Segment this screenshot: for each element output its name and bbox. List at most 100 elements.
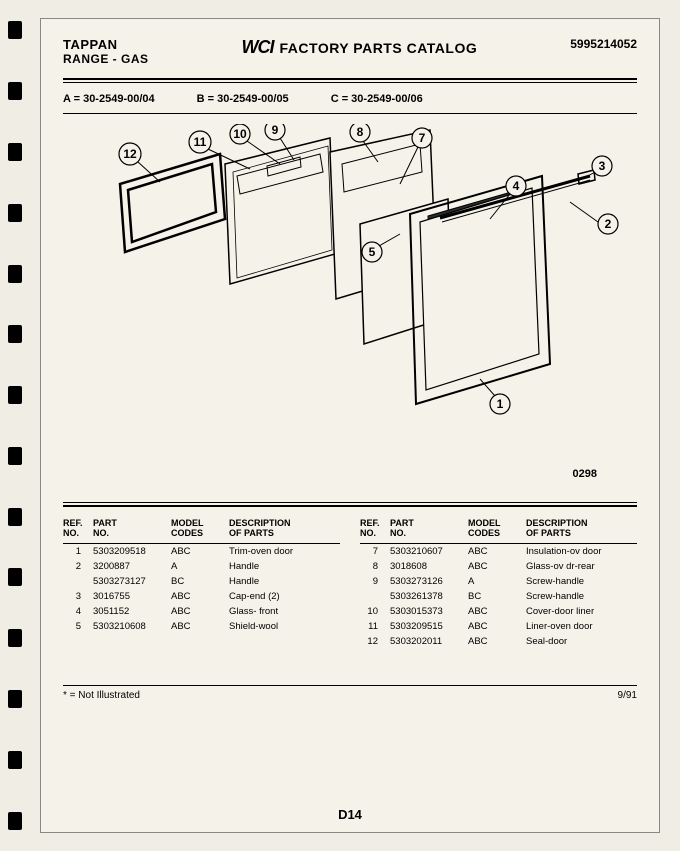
cell-part: 5303273127: [93, 576, 171, 587]
parts-col-left: REF. NO. PART NO. MODEL CODES DESCRIPTIO…: [63, 513, 340, 649]
cell-model: BC: [171, 576, 229, 587]
cell-part: 5303210608: [93, 621, 171, 632]
model-b: B = 30-2549-00/05: [197, 93, 289, 105]
callout-12: 12: [123, 147, 137, 161]
footnote: * = Not Illustrated: [63, 690, 140, 701]
hdr-desc: DESCRIPTION OF PARTS: [229, 519, 340, 539]
cell-part: 3018608: [390, 561, 468, 572]
cell-model: ABC: [171, 606, 229, 617]
cell-model: ABC: [468, 561, 526, 572]
table-row: 15303209518ABCTrim-oven door: [63, 544, 340, 559]
cell-part: 5303261378: [390, 591, 468, 602]
callout-3: 3: [599, 159, 606, 173]
page-header: TAPPAN RANGE - GAS WCI FACTORY PARTS CAT…: [63, 37, 637, 72]
callout-5: 5: [369, 245, 376, 259]
col-header-right: REF. NO. PART NO. MODEL CODES DESCRIPTIO…: [360, 513, 637, 544]
cell-ref: 8: [360, 561, 390, 572]
table-row: 55303210608ABCShield-wool: [63, 619, 340, 634]
callout-2: 2: [605, 217, 612, 231]
cell-part: 3200887: [93, 561, 171, 572]
film-sprocket-edge: [8, 0, 28, 851]
cell-ref: [360, 591, 390, 602]
cell-model: ABC: [171, 546, 229, 557]
cell-desc: Cap-end (2): [229, 591, 340, 602]
cell-part: 3016755: [93, 591, 171, 602]
page-number: D14: [41, 807, 659, 822]
table-row: 23200887AHandle: [63, 559, 340, 574]
table-row: 43051152ABCGlass- front: [63, 604, 340, 619]
brand-name: TAPPAN: [63, 37, 149, 52]
table-row: 115303209515ABCLiner-oven door: [360, 619, 637, 634]
cell-ref: 7: [360, 546, 390, 557]
cell-desc: Trim-oven door: [229, 546, 340, 557]
callout-10: 10: [233, 127, 247, 141]
parts-col-right: REF. NO. PART NO. MODEL CODES DESCRIPTIO…: [360, 513, 637, 649]
cell-ref: 12: [360, 636, 390, 647]
page-footer: * = Not Illustrated 9/91: [63, 685, 637, 701]
table-row: 83018608ABCGlass-ov dr-rear: [360, 559, 637, 574]
cell-model: ABC: [468, 606, 526, 617]
cell-ref: 11: [360, 621, 390, 632]
catalog-page: TAPPAN RANGE - GAS WCI FACTORY PARTS CAT…: [40, 18, 660, 833]
cell-desc: Glass-ov dr-rear: [526, 561, 637, 572]
cell-part: 3051152: [93, 606, 171, 617]
cell-model: ABC: [468, 546, 526, 557]
model-a: A = 30-2549-00/04: [63, 93, 155, 105]
callout-4: 4: [513, 179, 520, 193]
exploded-diagram: 12 11 10 9 8 7 5: [63, 124, 637, 474]
cell-ref: 5: [63, 621, 93, 632]
cell-ref: 1: [63, 546, 93, 557]
col-header-left: REF. NO. PART NO. MODEL CODES DESCRIPTIO…: [63, 513, 340, 544]
cell-desc: Insulation-ov door: [526, 546, 637, 557]
table-row: 5303273127BCHandle: [63, 574, 340, 589]
product-line: RANGE - GAS: [63, 52, 149, 66]
title-text: FACTORY PARTS CATALOG: [280, 40, 478, 56]
print-date: 9/91: [618, 690, 637, 701]
cell-model: ABC: [468, 636, 526, 647]
cell-part: 5303273126: [390, 576, 468, 587]
cell-desc: Handle: [229, 561, 340, 572]
brand-block: TAPPAN RANGE - GAS: [63, 37, 149, 66]
cell-desc: Cover-door liner: [526, 606, 637, 617]
hdr-ref: REF. NO.: [360, 519, 390, 539]
cell-model: ABC: [171, 591, 229, 602]
cell-desc: Glass- front: [229, 606, 340, 617]
callout-11: 11: [194, 135, 207, 149]
table-row: 95303273126AScrew-handle: [360, 574, 637, 589]
cell-model: A: [171, 561, 229, 572]
wci-logo: WCI: [242, 37, 274, 58]
cell-ref: 4: [63, 606, 93, 617]
cell-desc: Screw-handle: [526, 591, 637, 602]
hdr-desc: DESCRIPTION OF PARTS: [526, 519, 637, 539]
callout-1: 1: [497, 397, 504, 411]
cell-desc: Handle: [229, 576, 340, 587]
cell-part: 5303202011: [390, 636, 468, 647]
cell-desc: Shield-wool: [229, 621, 340, 632]
cell-desc: Screw-handle: [526, 576, 637, 587]
cell-part: 5303209518: [93, 546, 171, 557]
cell-desc: Liner-oven door: [526, 621, 637, 632]
hdr-ref: REF. NO.: [63, 519, 93, 539]
cell-part: 5303209515: [390, 621, 468, 632]
callout-8: 8: [357, 125, 364, 139]
cell-part: 5303210607: [390, 546, 468, 557]
table-top-rule: [63, 502, 637, 507]
cell-ref: [63, 576, 93, 587]
cell-ref: 3: [63, 591, 93, 602]
parts-table: REF. NO. PART NO. MODEL CODES DESCRIPTIO…: [63, 513, 637, 649]
cell-part: 5303015373: [390, 606, 468, 617]
hdr-part: PART NO.: [390, 519, 468, 539]
callout-9: 9: [272, 124, 279, 137]
table-row: 125303202011ABCSeal-door: [360, 634, 637, 649]
cell-model: A: [468, 576, 526, 587]
model-c: C = 30-2549-00/06: [331, 93, 423, 105]
callout-7: 7: [419, 131, 426, 145]
cell-model: BC: [468, 591, 526, 602]
diagram-svg: 12 11 10 9 8 7 5: [63, 124, 637, 474]
hdr-model: MODEL CODES: [171, 519, 229, 539]
cell-model: ABC: [171, 621, 229, 632]
model-codes-row: A = 30-2549-00/04 B = 30-2549-00/05 C = …: [63, 83, 637, 109]
cell-ref: 9: [360, 576, 390, 587]
table-row: 75303210607ABCInsulation-ov door: [360, 544, 637, 559]
cell-model: ABC: [468, 621, 526, 632]
